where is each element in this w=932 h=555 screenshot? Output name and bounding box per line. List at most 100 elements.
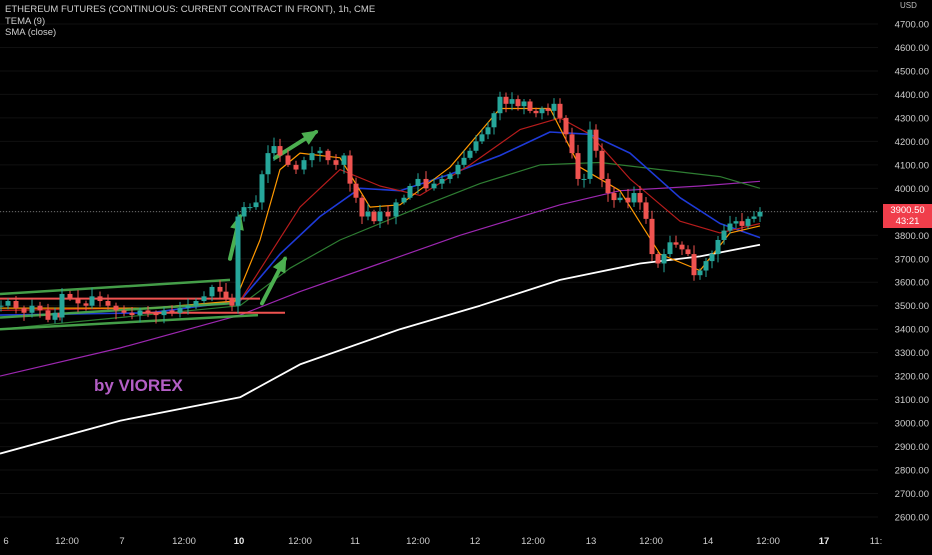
candle-body xyxy=(473,141,479,151)
watermark: by VIOREX xyxy=(94,376,183,395)
y-tick-label: 3200.00 xyxy=(895,372,929,383)
y-tick-label: 2800.00 xyxy=(895,466,929,477)
candle-body xyxy=(557,103,563,118)
candles xyxy=(0,91,763,324)
candle-body xyxy=(611,193,617,201)
candle-body xyxy=(545,108,551,111)
x-tick-label: 12:00 xyxy=(288,536,312,547)
candle-body xyxy=(455,164,461,175)
candle-body xyxy=(325,150,331,161)
candle-body xyxy=(333,160,339,165)
trend-line xyxy=(0,313,259,331)
candle-body xyxy=(709,254,715,262)
candle-body xyxy=(703,261,709,271)
candle-body xyxy=(13,301,19,309)
candle-body xyxy=(217,286,223,292)
x-tick-label: 12:00 xyxy=(172,536,196,547)
candle-body xyxy=(599,150,605,179)
candle-body xyxy=(497,96,503,114)
candle-body xyxy=(533,110,539,114)
x-tick-label: 10 xyxy=(234,536,245,547)
arrow-head xyxy=(272,256,287,274)
x-tick-label: 7 xyxy=(119,536,124,547)
grid xyxy=(0,23,878,518)
x-tick-label: 17 xyxy=(819,536,830,547)
x-tick-label: 6 xyxy=(3,536,8,547)
candle-body xyxy=(193,301,199,306)
candle-body xyxy=(129,312,135,316)
candle-body xyxy=(691,254,697,276)
candle-body xyxy=(137,310,143,316)
candle-body xyxy=(617,197,623,201)
legend: ETHEREUM FUTURES (CONTINUOUS: CURRENT CO… xyxy=(5,4,375,39)
candle-body xyxy=(575,153,581,179)
candle-body xyxy=(52,312,58,320)
candle-body xyxy=(89,296,95,306)
candle-body xyxy=(637,193,643,203)
candle-body xyxy=(757,211,763,217)
candle-body xyxy=(75,298,81,304)
x-tick-label: 12:00 xyxy=(521,536,545,547)
y-tick-label: 4700.00 xyxy=(895,20,929,31)
candle-body xyxy=(393,202,399,217)
arrow-head xyxy=(301,130,319,145)
y-tick-label: 3500.00 xyxy=(895,301,929,312)
candle-body xyxy=(679,244,685,250)
candle-body xyxy=(415,178,421,186)
candle-body xyxy=(551,103,557,111)
y-tick-label: 3300.00 xyxy=(895,348,929,359)
ma-line-purple xyxy=(0,180,761,377)
candle-body xyxy=(563,117,569,135)
candle-body xyxy=(751,216,757,219)
candle-body xyxy=(655,254,661,264)
candle-body xyxy=(161,310,167,316)
candle-body xyxy=(185,305,191,309)
y-tick-label: 4400.00 xyxy=(895,90,929,101)
candle-body xyxy=(145,310,151,313)
trend-line xyxy=(0,278,231,296)
candle-body xyxy=(467,150,473,158)
last-price: 3900.50 xyxy=(890,205,925,216)
candle-body xyxy=(209,286,215,297)
x-tick-label: 11 xyxy=(350,536,360,547)
candle-body xyxy=(661,254,667,264)
candle-body xyxy=(733,221,739,224)
y-tick-label: 4300.00 xyxy=(895,113,929,124)
x-tick-label: 12 xyxy=(470,536,481,547)
candle-body xyxy=(631,193,637,203)
candle-body xyxy=(509,99,515,104)
x-tick-label: 12:00 xyxy=(406,536,430,547)
candle-body xyxy=(527,101,533,111)
candle-body xyxy=(407,185,413,198)
candle-body xyxy=(587,129,593,179)
candle-body xyxy=(745,218,751,226)
candle-body xyxy=(667,242,673,255)
candle-body xyxy=(0,305,4,307)
candle-body xyxy=(431,183,437,189)
candle-body xyxy=(673,242,679,245)
candle-body xyxy=(247,207,253,209)
candle-body xyxy=(539,108,545,114)
x-tick-label: 12:00 xyxy=(756,536,780,547)
candle-body xyxy=(461,157,467,165)
candle-body xyxy=(37,305,43,311)
x-tick-label: 14 xyxy=(703,536,714,547)
candle-body xyxy=(317,150,323,154)
candle-body xyxy=(59,293,65,318)
annotations xyxy=(0,129,319,331)
y-tick-label: 3700.00 xyxy=(895,254,929,265)
candle-body xyxy=(235,216,241,306)
y-tick-label: 4100.00 xyxy=(895,160,929,171)
candle-body xyxy=(347,155,353,184)
candle-body xyxy=(521,101,527,107)
candle-body xyxy=(293,164,299,170)
y-tick-label: 2900.00 xyxy=(895,442,929,453)
y-tick-label: 3800.00 xyxy=(895,231,929,242)
y-tick-label: 3000.00 xyxy=(895,419,929,430)
candle-body xyxy=(605,178,611,194)
y-tick-label: 2600.00 xyxy=(895,513,929,524)
bar-countdown: 43:21 xyxy=(895,216,920,227)
y-tick-label: 4500.00 xyxy=(895,66,929,77)
